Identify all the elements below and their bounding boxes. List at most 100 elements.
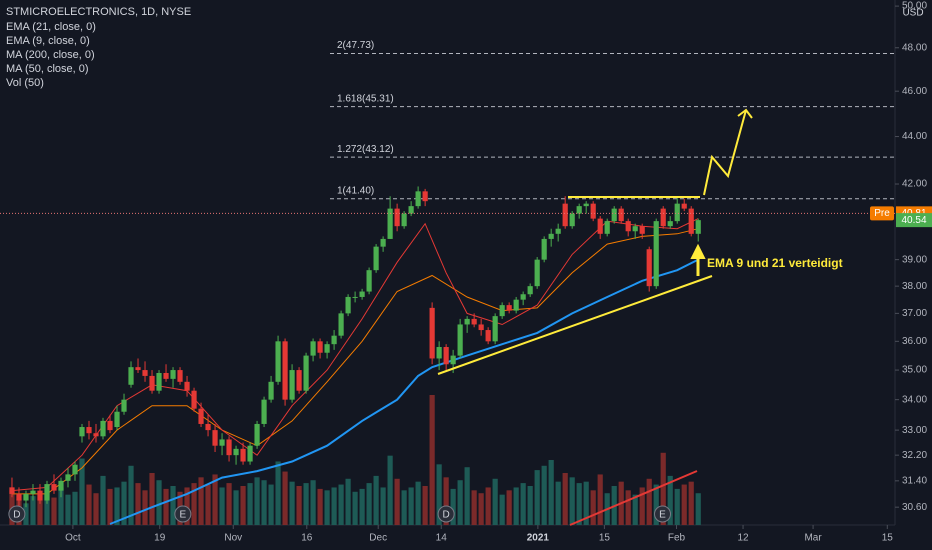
candle-body	[198, 408, 204, 424]
volume-bar	[44, 493, 50, 525]
candle-body	[23, 493, 29, 501]
volume-bar	[317, 488, 323, 525]
candle-body	[65, 474, 71, 481]
arrow-head	[737, 108, 753, 119]
volume-bar	[583, 481, 589, 525]
x-tick-label: 16	[301, 533, 313, 544]
candle-body	[310, 341, 316, 356]
axes: 30.60 31.40 32.20 33.00 34.00 35.00 36.00 37.00…	[65, 1, 927, 544]
candle-body	[499, 305, 505, 317]
volume-bar	[380, 487, 386, 525]
volume-bar	[275, 461, 281, 525]
candle-body	[93, 433, 99, 437]
event-marker	[654, 505, 672, 523]
fib-label: 2(47.73)	[337, 40, 374, 51]
event-marker	[8, 505, 26, 523]
candle-body	[317, 341, 323, 353]
candle-body	[527, 286, 533, 295]
y-tick-label: 46.00	[902, 86, 927, 97]
candle-body	[646, 249, 652, 287]
symbol-title: STMICROELECTRONICS, 1D, NYSE	[6, 6, 191, 18]
candle-body	[639, 226, 645, 234]
x-tick-label: Dec	[369, 533, 387, 544]
candle-body	[562, 203, 568, 227]
candle-body	[366, 270, 372, 292]
event-marker	[174, 505, 192, 523]
candle-body	[681, 203, 687, 209]
volume-bar	[296, 486, 302, 525]
volume-bar	[667, 475, 673, 525]
candle-body	[184, 381, 190, 391]
volume-bar	[331, 487, 337, 525]
volume-bar	[471, 490, 477, 525]
candle-body	[674, 203, 680, 222]
indicator-line	[11, 218, 699, 492]
candle-body	[450, 355, 456, 365]
candle-body	[597, 218, 603, 234]
candle-body	[520, 294, 526, 300]
candle-body	[324, 344, 330, 353]
candle-body	[303, 355, 309, 391]
candle-body	[373, 246, 379, 271]
candle-body	[79, 427, 85, 437]
up-arrow-head	[690, 243, 706, 259]
candle-body	[275, 341, 281, 382]
volume-bar	[478, 493, 484, 525]
volume-bar	[128, 465, 134, 525]
volume-bar	[450, 488, 456, 525]
volume-bar	[464, 467, 470, 525]
candle-body	[485, 330, 491, 342]
candle-body	[576, 206, 582, 214]
volume-bar	[51, 497, 57, 525]
volume-trendline	[569, 470, 698, 526]
volume-bar	[135, 483, 141, 525]
candle-body	[457, 324, 463, 356]
volume-bar	[485, 487, 491, 525]
candle-body	[247, 445, 253, 462]
volume-bar	[520, 483, 526, 525]
candle-body	[688, 208, 694, 234]
y-tick-label: 42.00	[902, 179, 927, 190]
volume-bar	[415, 481, 421, 525]
volume-bar	[443, 477, 449, 525]
candle-body	[513, 299, 519, 311]
y-tick-label: 44.00	[902, 131, 927, 142]
volume-bar	[254, 477, 260, 525]
volume-bar	[646, 478, 652, 525]
volume-bar	[513, 487, 519, 525]
candles	[9, 186, 701, 508]
x-tick-label: 2021	[527, 533, 550, 544]
candle-body	[422, 191, 428, 202]
annotation: EMA 9 und 21 verteidigt	[707, 256, 843, 270]
volume-bar	[499, 494, 505, 525]
volume-bar	[93, 493, 99, 525]
volume-bar	[310, 480, 316, 525]
x-tick-label: Nov	[224, 533, 242, 544]
indicators	[11, 218, 699, 525]
volume-bar	[72, 491, 78, 525]
last-price-label: 40.54	[901, 215, 926, 226]
support-trendline	[437, 275, 713, 375]
candle-body	[289, 370, 295, 400]
volume-bar	[212, 474, 218, 525]
drawings	[437, 108, 753, 375]
candle-body	[394, 208, 400, 227]
candle-body	[86, 427, 92, 434]
volume-bar	[338, 484, 344, 525]
fib-label: 1(41.40)	[337, 185, 374, 196]
y-tick-label: 38.00	[902, 281, 927, 292]
candle-body	[51, 484, 57, 491]
candle-body	[163, 372, 169, 379]
volume-bar	[37, 500, 43, 525]
candle-body	[345, 296, 351, 314]
candle-body	[114, 411, 120, 428]
candle-body	[387, 208, 393, 239]
volume-bar	[282, 471, 288, 525]
volume-bar	[562, 473, 568, 525]
candle-body	[618, 208, 624, 222]
volume-bar	[100, 475, 106, 525]
candle-body	[667, 221, 673, 227]
volume-bar	[688, 481, 694, 525]
